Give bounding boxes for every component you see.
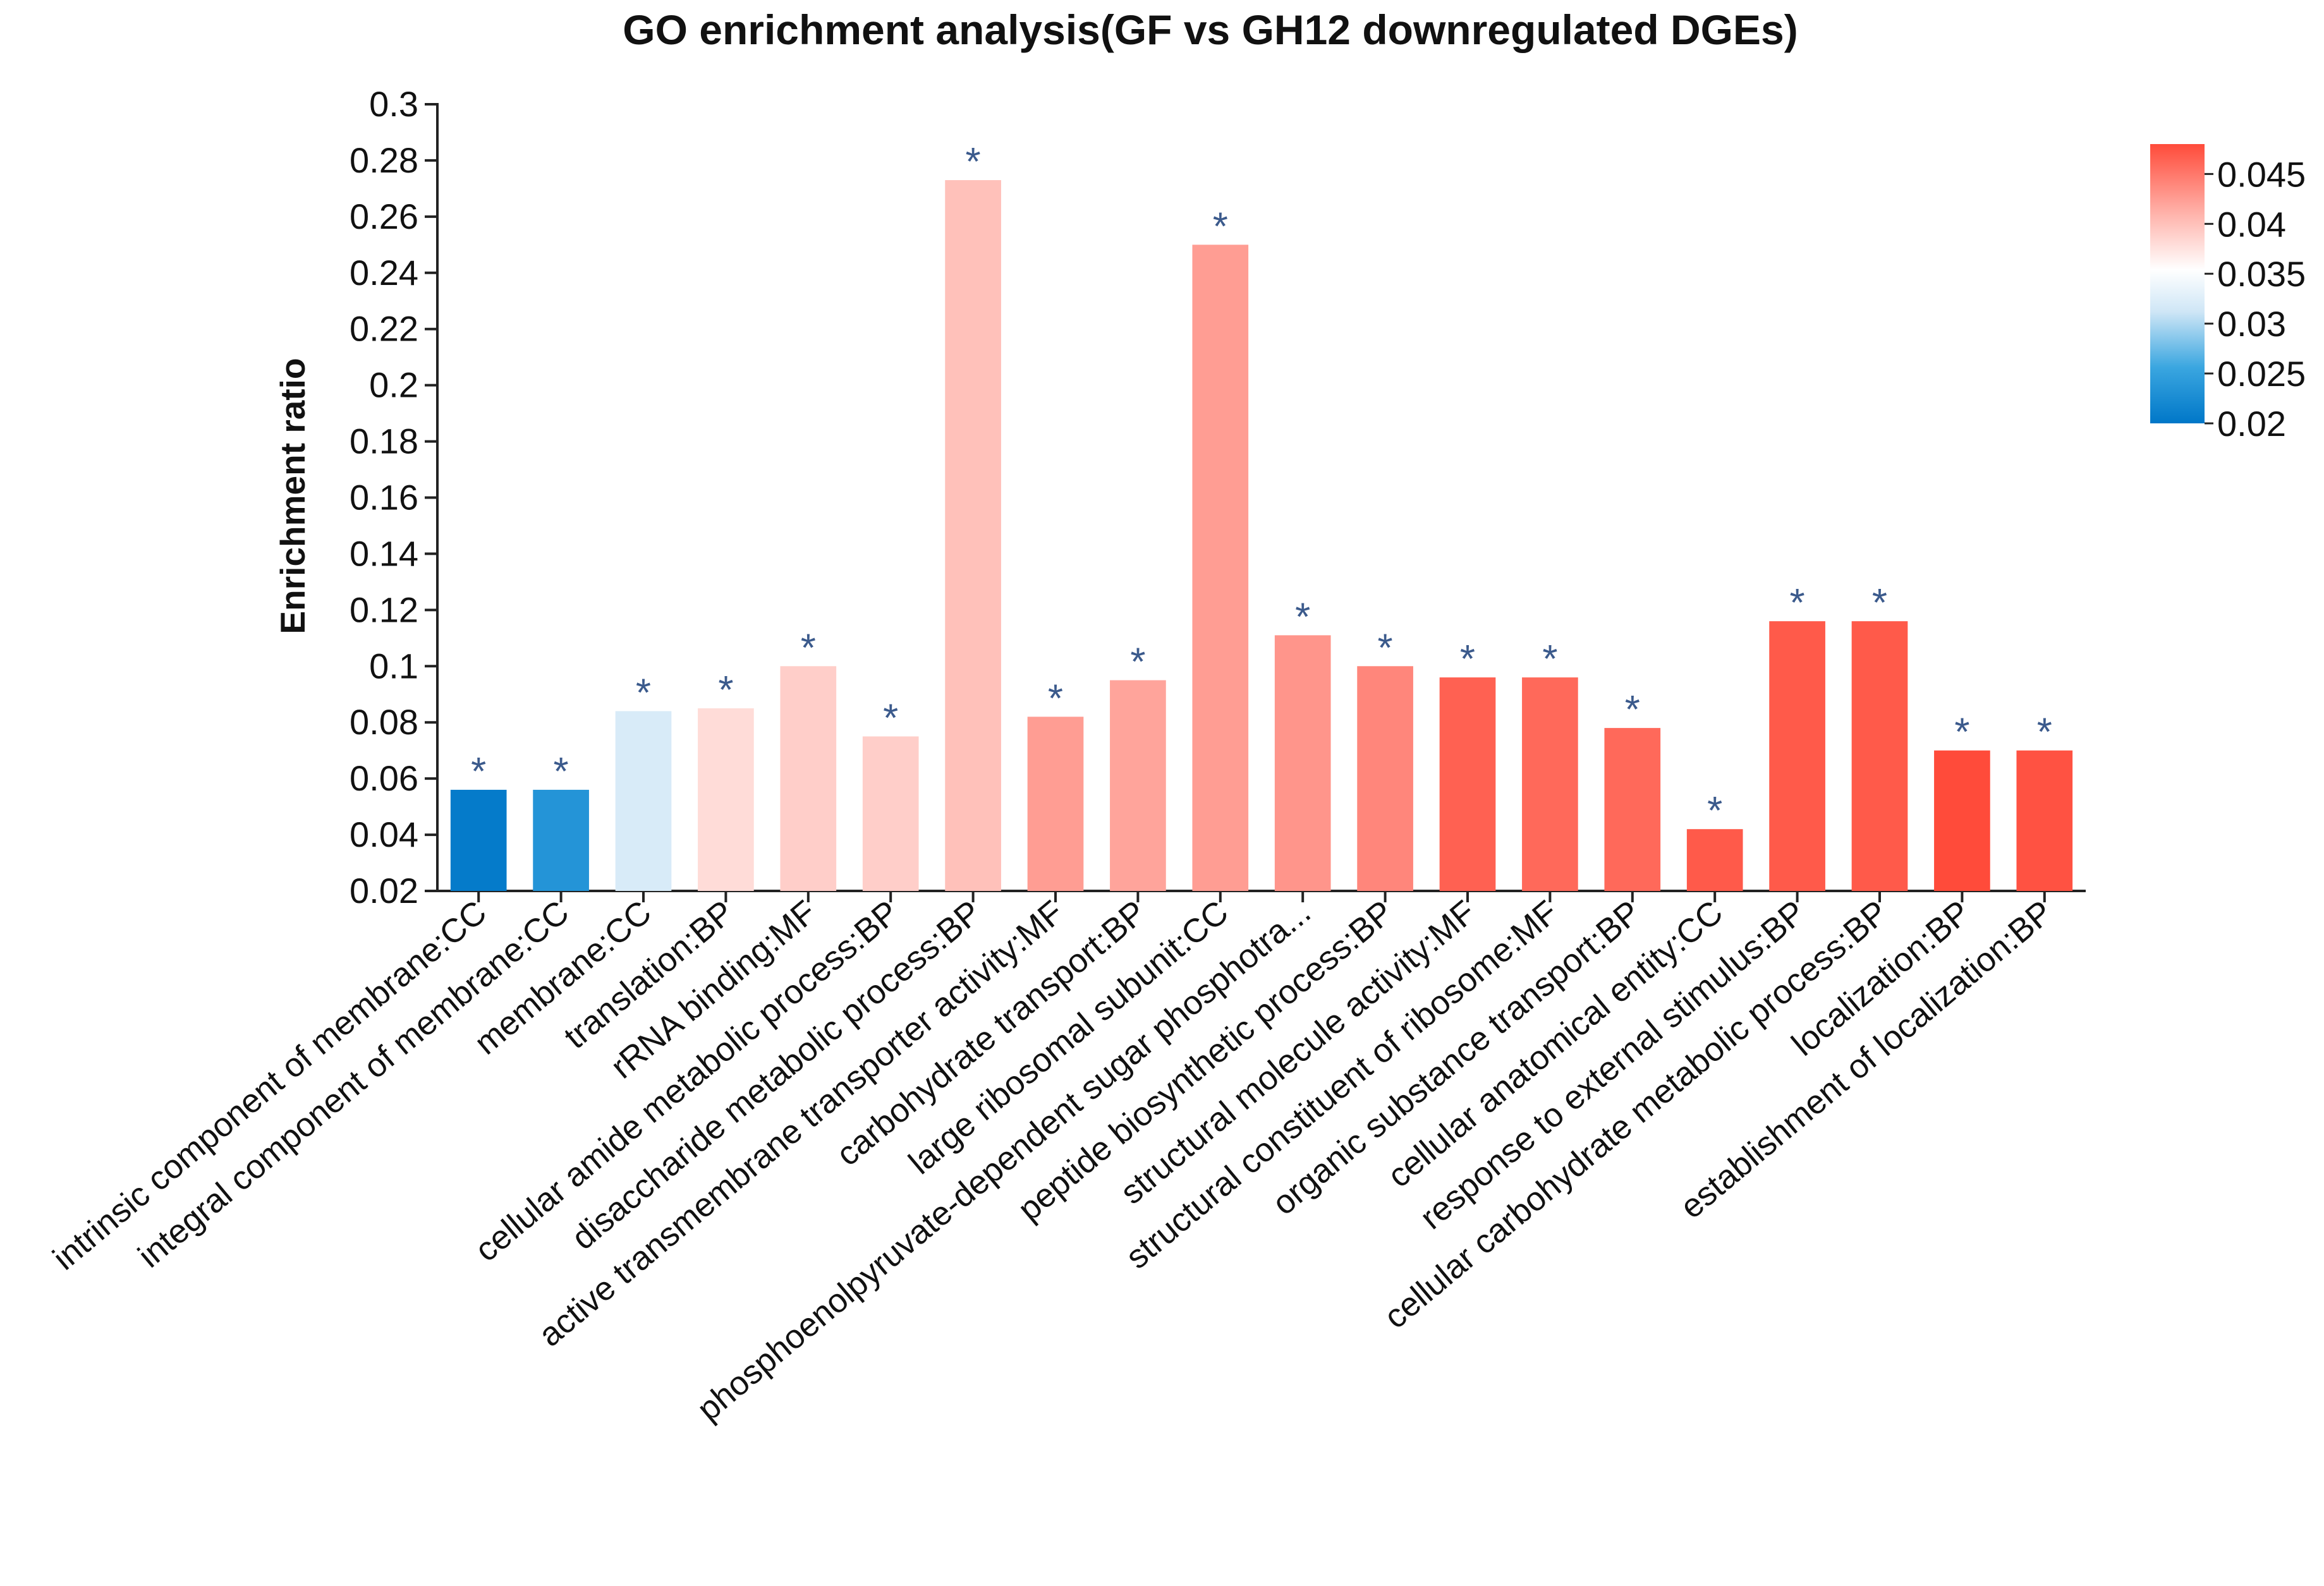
bar xyxy=(1027,717,1084,891)
y-tick-label: 0.28 xyxy=(350,140,418,180)
bar xyxy=(1274,635,1331,891)
bar xyxy=(1357,666,1413,891)
y-axis-label: Enrichment ratio xyxy=(273,358,312,634)
significance-star: * xyxy=(2037,711,2052,754)
bar xyxy=(1110,680,1166,891)
significance-star: * xyxy=(801,626,816,670)
axes xyxy=(436,103,2086,892)
y-axis-ticks: 0.02 0.04 0.06 0.08 0.1 0.12 0.14 0.16 0.18 0.2 0.… xyxy=(350,84,437,911)
significance-star: * xyxy=(1295,595,1310,639)
significance-star: * xyxy=(1790,581,1805,625)
colorbar-gradient xyxy=(2150,144,2205,423)
significance-star: * xyxy=(966,140,981,184)
bar xyxy=(862,736,919,891)
significance-star: * xyxy=(1625,688,1640,732)
colorbar-tick-label: 0.02 xyxy=(2217,404,2286,444)
colorbar-tick-label: 0.025 xyxy=(2217,354,2306,394)
colorbar-legend: 0.045 0.04 0.035 0.03 0.025 0.02 xyxy=(2150,144,2306,444)
bar xyxy=(698,708,754,891)
bar xyxy=(1934,750,1990,891)
y-tick-label: 0.26 xyxy=(350,197,418,236)
chart-title: GO enrichment analysis(GF vs GH12 downre… xyxy=(623,6,1798,53)
significance-star: * xyxy=(1130,641,1145,684)
y-tick-label: 0.02 xyxy=(350,871,418,911)
bar xyxy=(1192,245,1249,892)
bar xyxy=(615,711,672,891)
colorbar-tick-label: 0.035 xyxy=(2217,254,2306,294)
significance-star: * xyxy=(1542,638,1557,681)
bar xyxy=(1604,728,1661,891)
colorbar-tick-label: 0.045 xyxy=(2217,154,2306,194)
bar xyxy=(1851,621,1908,891)
bar xyxy=(2016,750,2073,891)
y-tick-label: 0.3 xyxy=(369,84,418,124)
y-tick-label: 0.04 xyxy=(350,814,418,854)
bar xyxy=(533,789,589,891)
bar xyxy=(1769,621,1825,891)
significance-star: * xyxy=(1954,711,1969,754)
bar xyxy=(780,666,837,891)
y-tick-label: 0.12 xyxy=(350,590,418,629)
significance-star: * xyxy=(1707,789,1722,833)
x-tick-label: intrinsic component of membrane:CC xyxy=(46,893,494,1278)
significance-star: * xyxy=(554,750,569,794)
bars xyxy=(450,180,2073,892)
bar xyxy=(945,180,1001,891)
y-tick-label: 0.18 xyxy=(350,421,418,461)
significance-star: * xyxy=(1872,581,1887,625)
y-tick-label: 0.24 xyxy=(350,253,418,293)
significance-star: * xyxy=(1213,205,1228,248)
significance-star: * xyxy=(636,671,651,715)
significance-star: * xyxy=(1048,677,1063,720)
significance-star: * xyxy=(718,669,733,712)
x-axis-tick-labels: intrinsic component of membrane:CCintegr… xyxy=(46,891,2060,1428)
significance-star: * xyxy=(1378,626,1393,670)
bar xyxy=(1439,677,1496,891)
significance-star: * xyxy=(1460,638,1475,681)
significance-marks: * * * * * * * * * * * * * * * * * * * * xyxy=(471,140,2052,833)
significance-star: * xyxy=(471,750,486,794)
y-tick-label: 0.1 xyxy=(369,646,418,686)
y-tick-label: 0.16 xyxy=(350,478,418,518)
bar xyxy=(1686,829,1743,891)
y-tick-label: 0.22 xyxy=(350,309,418,349)
y-tick-label: 0.06 xyxy=(350,758,418,798)
y-tick-label: 0.08 xyxy=(350,702,418,742)
bar xyxy=(450,789,507,891)
colorbar-tick-label: 0.04 xyxy=(2217,204,2286,244)
y-tick-label: 0.14 xyxy=(350,533,418,573)
y-tick-label: 0.2 xyxy=(369,365,418,405)
colorbar-tick-label: 0.03 xyxy=(2217,304,2286,344)
significance-star: * xyxy=(883,696,898,740)
bar xyxy=(1522,677,1578,891)
